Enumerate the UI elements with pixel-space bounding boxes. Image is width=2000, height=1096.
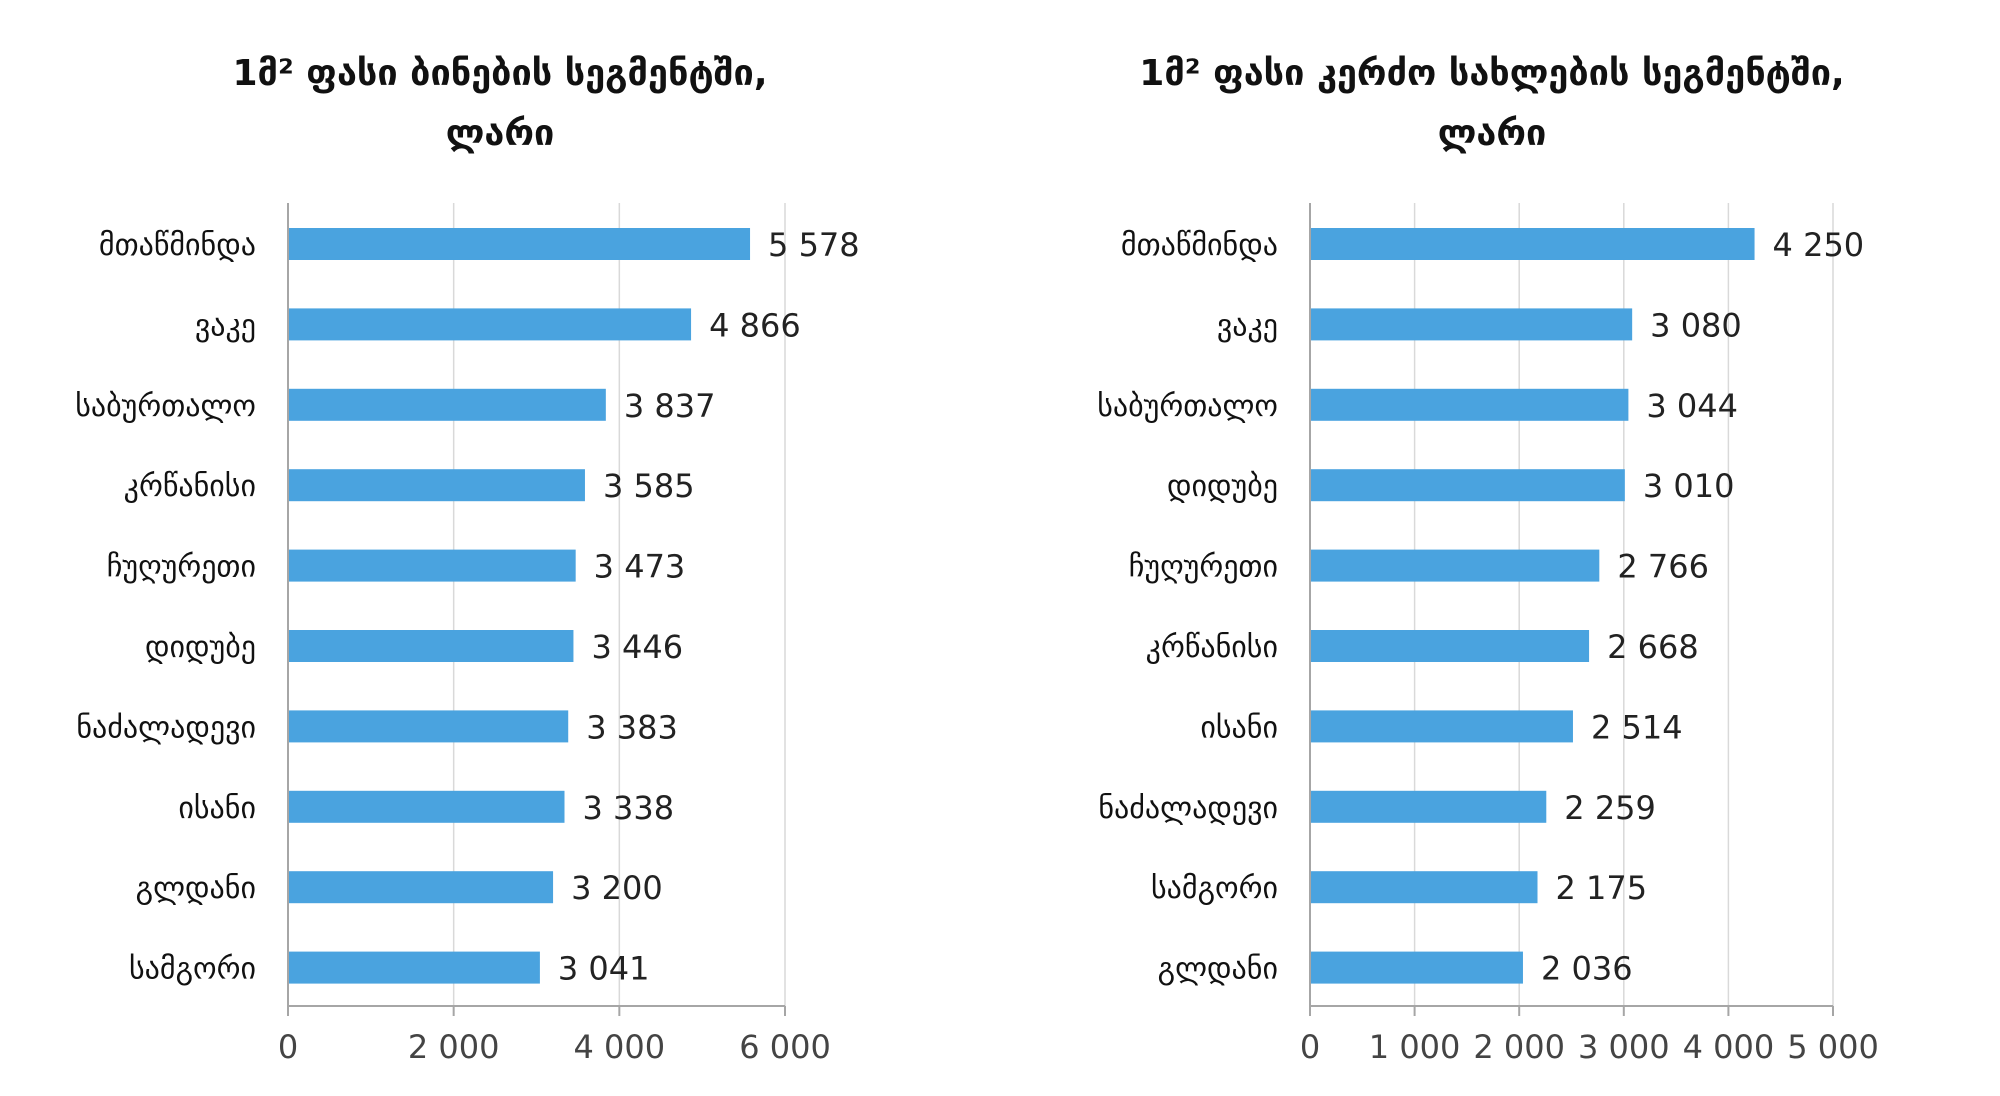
value-label: 3 446 — [591, 628, 683, 666]
category-label: ნაძალადევი — [76, 710, 256, 745]
category-label: კრწანისი — [124, 469, 256, 504]
category-label: გლდანი — [136, 871, 256, 906]
bar — [289, 790, 565, 823]
bar — [289, 871, 554, 904]
value-label: 3 585 — [603, 467, 695, 505]
bar — [1311, 871, 1538, 904]
category-label: ისანი — [178, 791, 256, 826]
category-label: დიდუბე — [145, 630, 256, 665]
chart-2: 1მ² ფასი კერძო სახლების სეგმენტში, ლარი 0 1… — [1097, 53, 1879, 1066]
tick-label: 4 000 — [574, 1028, 666, 1066]
tick-label: 4 000 — [1683, 1028, 1775, 1066]
chart-title-line2: ლარი — [1438, 113, 1547, 154]
category-label: კრწანისი — [1146, 630, 1278, 665]
category-label: საბურთალო — [1097, 389, 1278, 424]
bar — [1311, 228, 1755, 260]
bar — [1311, 308, 1633, 341]
category-label: დიდუბე — [1167, 469, 1278, 504]
value-label: 3 010 — [1643, 467, 1735, 505]
bar — [1311, 469, 1625, 502]
bar — [1311, 549, 1600, 582]
value-label: 2 514 — [1591, 708, 1683, 746]
category-label: ისანი — [1200, 710, 1278, 745]
value-label: 3 473 — [594, 548, 686, 586]
tick-label: 5 000 — [1787, 1028, 1879, 1066]
bar — [289, 308, 692, 341]
tick-label: 1 000 — [1369, 1028, 1461, 1066]
value-label: 3 200 — [571, 869, 663, 907]
value-label: 5 578 — [768, 226, 860, 264]
bar — [1311, 710, 1573, 743]
value-label: 3 383 — [586, 708, 678, 746]
category-label: ჩუღურეთი — [107, 550, 256, 585]
bar — [289, 710, 569, 743]
tick-label: 2 000 — [408, 1028, 500, 1066]
bar — [1311, 951, 1523, 984]
bar — [289, 228, 751, 260]
category-label: მთაწმინდა — [1121, 228, 1278, 263]
chart-1: 1მ² ფასი ბინების სეგმენტში, ლარი 0 2 000 4 0… — [75, 53, 859, 1066]
value-label: 2 175 — [1556, 869, 1648, 907]
bar — [1311, 388, 1629, 421]
category-label: მთაწმინდა — [99, 228, 256, 263]
tick-label: 0 — [278, 1028, 298, 1066]
category-label: ვაკე — [195, 308, 256, 343]
category-label: ჩუღურეთი — [1129, 550, 1278, 585]
value-label: 4 250 — [1773, 226, 1865, 264]
bar — [289, 388, 606, 421]
value-label: 3 837 — [624, 387, 716, 425]
bar — [289, 469, 585, 502]
value-label: 3 080 — [1650, 306, 1742, 344]
bar — [289, 549, 576, 582]
tick-label: 2 000 — [1473, 1028, 1565, 1066]
value-label: 3 338 — [582, 789, 674, 827]
category-label: სამგორი — [129, 952, 256, 987]
category-label: სამგორი — [1151, 871, 1278, 906]
chart-title-line1: 1მ² ფასი კერძო სახლების სეგმენტში, — [1139, 53, 1844, 94]
value-label: 3 044 — [1646, 387, 1738, 425]
tick-label: 0 — [1300, 1028, 1320, 1066]
category-label: ვაკე — [1217, 308, 1278, 343]
value-label: 2 036 — [1541, 950, 1633, 988]
chart-title-line1: 1მ² ფასი ბინების სეგმენტში, — [232, 53, 767, 94]
category-label: საბურთალო — [75, 389, 256, 424]
bar — [289, 630, 574, 662]
tick-label: 6 000 — [739, 1028, 831, 1066]
tick-label: 3 000 — [1578, 1028, 1670, 1066]
bar — [289, 951, 540, 984]
value-label: 4 866 — [709, 306, 801, 344]
chart-title-line2: ლარი — [446, 113, 555, 154]
category-label: გლდანი — [1158, 952, 1278, 987]
value-label: 2 766 — [1617, 548, 1709, 586]
value-label: 3 041 — [558, 950, 650, 988]
value-label: 2 259 — [1564, 789, 1656, 827]
value-label: 2 668 — [1607, 628, 1699, 666]
bar — [1311, 790, 1547, 823]
bar — [1311, 630, 1590, 662]
category-label: ნაძალადევი — [1098, 791, 1278, 826]
